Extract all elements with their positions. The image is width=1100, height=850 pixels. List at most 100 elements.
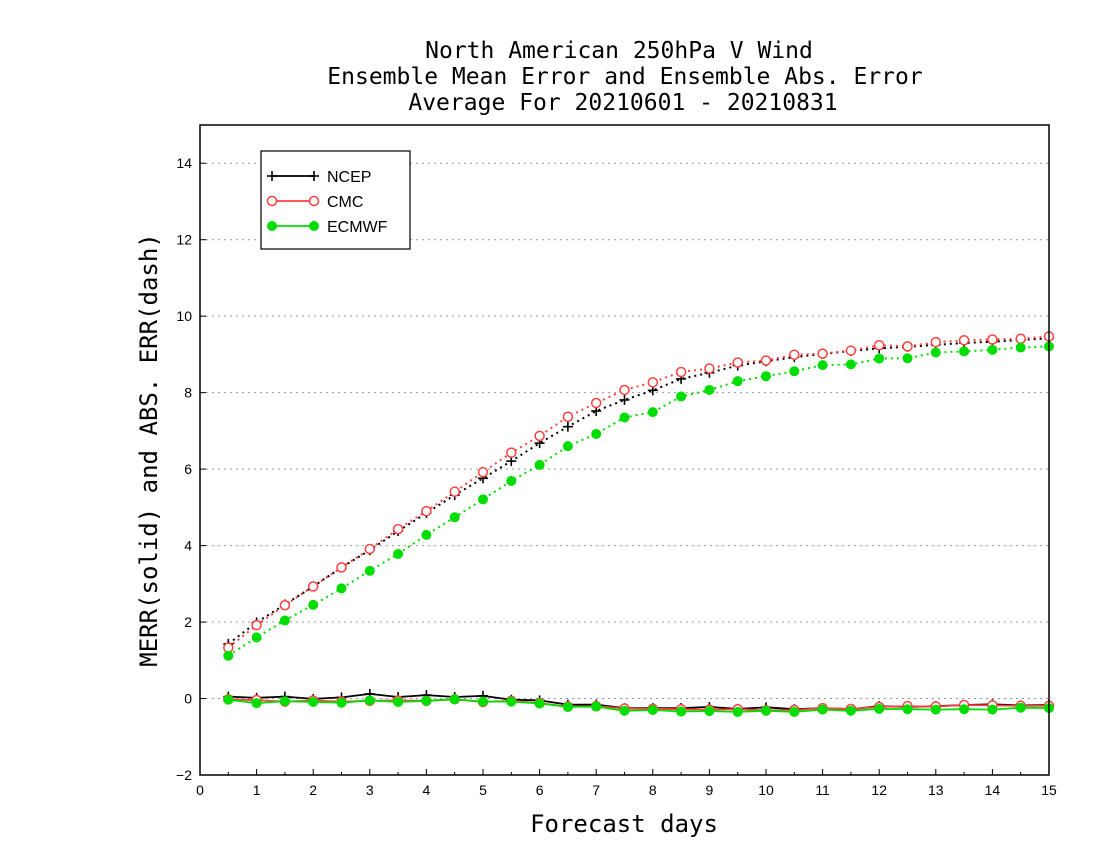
mean-err-point-ecmwf	[591, 701, 602, 712]
mean-err-point-ecmwf	[761, 705, 771, 716]
mean-err-point-ecmwf	[279, 696, 290, 707]
abs-err-point-ecmwf	[874, 353, 885, 364]
abs-err-point-cmc	[279, 599, 291, 611]
abs-err-point-cmc	[845, 345, 857, 356]
abs-err-point-ecmwf	[308, 599, 319, 610]
mean-err-point-ecmwf	[251, 698, 262, 709]
x-tick-label: 13	[928, 782, 944, 798]
abs-err-point-cmc	[336, 562, 347, 573]
x-tick-label: 14	[985, 782, 1001, 798]
abs-err-point-cmc	[704, 363, 715, 374]
abs-err-point-ecmwf	[817, 360, 828, 371]
abs-err-point-ecmwf	[336, 583, 347, 594]
legend-label-ncep: NCEP	[327, 169, 371, 186]
x-tick-label: 15	[1041, 782, 1057, 798]
mean-err-point-ecmwf	[308, 696, 319, 707]
mean-err-point-ecmwf	[619, 705, 630, 716]
abs-err-line-ncep	[227, 337, 1050, 645]
mean-err-point-ecmwf	[959, 704, 970, 715]
title-line-3: Average For 20210601 - 20210831	[408, 90, 837, 116]
abs-err-point-ecmwf	[251, 632, 262, 643]
x-tick-label: 4	[423, 782, 431, 798]
title-line-1: North American 250hPa V Wind	[425, 38, 813, 64]
abs-err-point-ecmwf	[761, 371, 771, 382]
abs-err-point-ecmwf	[930, 347, 941, 358]
abs-err-point-ecmwf	[647, 407, 658, 418]
mean-err-point-ecmwf	[987, 704, 998, 715]
x-tick-label: 1	[253, 782, 261, 798]
series-cmc	[223, 331, 1055, 716]
abs-err-point-ecmwf	[223, 650, 234, 661]
abs-err-point-cmc	[789, 349, 800, 361]
y-tick-label: 14	[176, 155, 192, 171]
x-tick-label: 8	[649, 782, 657, 798]
abs-err-point-cmc	[534, 430, 545, 442]
abs-err-point-cmc	[421, 505, 432, 517]
abs-err-point-cmc	[364, 543, 376, 555]
mean-err-point-ecmwf	[534, 698, 545, 709]
abs-err-point-ecmwf	[591, 428, 602, 439]
mean-err-point-ecmwf	[817, 704, 828, 715]
plot-frame	[199, 124, 1050, 776]
mean-err-point-ecmwf	[421, 695, 432, 706]
mean-err-point-ecmwf	[732, 706, 743, 717]
mean-err-point-ecmwf	[336, 697, 347, 708]
mean-err-point-ecmwf	[478, 696, 488, 707]
mean-err-point-ecmwf	[902, 704, 913, 715]
abs-err-point-ecmwf	[676, 391, 687, 402]
y-tick-label: 0	[184, 691, 192, 707]
abs-err-point-cmc	[760, 355, 772, 366]
y-tick-label: 8	[184, 385, 192, 401]
abs-err-point-cmc	[873, 339, 885, 351]
x-tick-label: 5	[479, 782, 487, 798]
legend-marker-ncep	[309, 171, 319, 181]
mean-err-point-ecmwf	[704, 706, 715, 717]
abs-err-point-cmc	[506, 447, 517, 458]
y-tick-label: 6	[184, 461, 192, 477]
abs-err-point-cmc	[647, 377, 659, 388]
abs-err-point-cmc	[902, 341, 913, 352]
abs-err-point-cmc	[930, 336, 942, 348]
abs-err-point-ecmwf	[421, 529, 432, 540]
legend: NCEP CMC ECMWF	[260, 150, 411, 250]
abs-err-point-cmc	[987, 334, 998, 345]
x-tick-label: 3	[366, 782, 374, 798]
title-line-2: Ensemble Mean Error and Ensemble Abs. Er…	[327, 64, 922, 90]
abs-err-point-ecmwf	[845, 359, 856, 370]
abs-err-point-cmc	[562, 411, 574, 422]
abs-err-point-ecmwf	[732, 376, 743, 387]
chart-title: North American 250hPa V Wind Ensemble Me…	[327, 38, 922, 116]
abs-err-point-ncep	[619, 394, 630, 405]
legend-marker-ecmwf	[309, 221, 319, 231]
legend-box	[260, 150, 411, 250]
abs-err-point-cmc	[590, 397, 602, 409]
abs-err-point-ecmwf	[619, 412, 630, 423]
abs-err-point-cmc	[449, 486, 460, 497]
x-tick-label: 6	[536, 782, 544, 798]
abs-err-point-cmc	[732, 357, 743, 368]
legend-label-cmc: CMC	[327, 194, 363, 211]
abs-err-point-cmc	[477, 466, 489, 478]
abs-err-point-cmc	[817, 348, 828, 359]
legend-marker-ecmwf	[267, 221, 277, 231]
y-tick-label: 10	[176, 308, 192, 324]
mean-err-point-ecmwf	[449, 694, 460, 705]
mean-err-point-ecmwf	[364, 695, 375, 706]
legend-marker-ncep	[267, 171, 277, 181]
abs-err-point-ecmwf	[534, 459, 545, 470]
mean-err-point-ecmwf	[789, 706, 800, 717]
abs-err-point-cmc	[619, 384, 630, 396]
x-tick-label: 9	[706, 782, 714, 798]
y-tick-label: 12	[176, 232, 192, 248]
abs-err-point-ecmwf	[959, 346, 970, 357]
mean-err-point-ecmwf	[1015, 702, 1026, 713]
abs-err-point-ecmwf	[393, 549, 404, 559]
abs-err-point-cmc	[307, 581, 319, 592]
series-ecmwf	[223, 341, 1054, 717]
abs-err-point-ecmwf	[449, 512, 460, 523]
mean-err-point-ecmwf	[506, 696, 517, 707]
y-axis-label: MERR(solid) and ABS. ERR(dash)	[135, 233, 163, 666]
abs-err-point-ecmwf	[704, 384, 715, 395]
abs-err-point-ecmwf	[562, 441, 573, 452]
